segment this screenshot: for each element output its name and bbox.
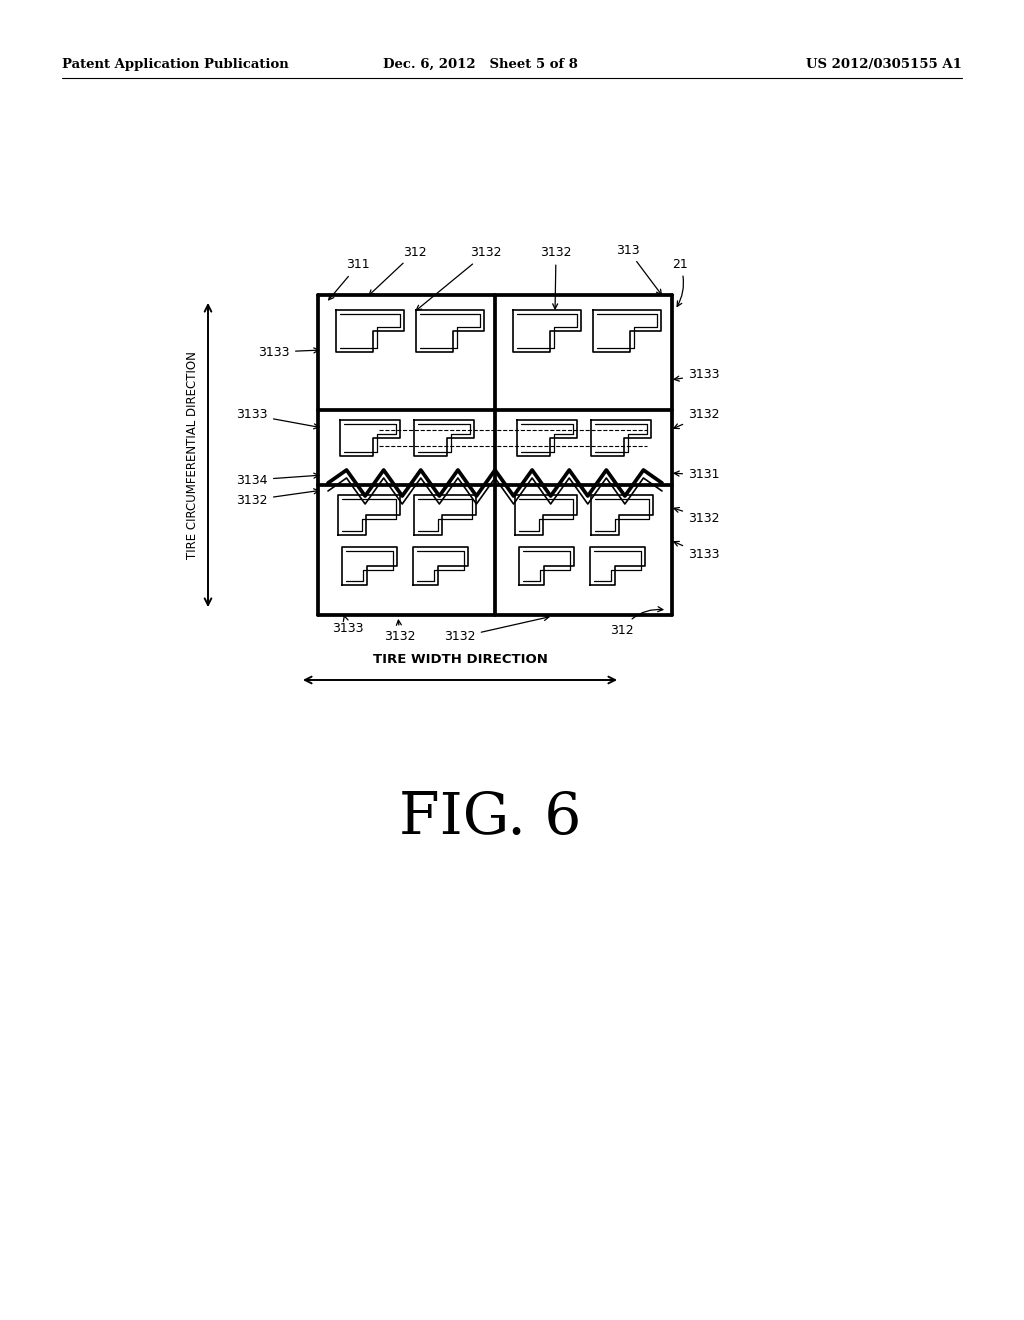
Text: 312: 312 — [610, 607, 663, 636]
Text: 311: 311 — [329, 259, 370, 300]
Text: 3132: 3132 — [674, 408, 720, 429]
Text: US 2012/0305155 A1: US 2012/0305155 A1 — [806, 58, 962, 71]
Text: 3132: 3132 — [541, 247, 571, 309]
Text: 3133: 3133 — [258, 346, 318, 359]
Text: 3133: 3133 — [332, 615, 364, 635]
Text: 3132: 3132 — [237, 488, 318, 507]
Text: 3134: 3134 — [237, 473, 318, 487]
Text: 21: 21 — [672, 257, 688, 306]
Text: FIG. 6: FIG. 6 — [398, 789, 582, 846]
Text: 3131: 3131 — [674, 469, 720, 482]
Text: Dec. 6, 2012   Sheet 5 of 8: Dec. 6, 2012 Sheet 5 of 8 — [383, 58, 578, 71]
Text: 312: 312 — [369, 246, 427, 296]
Text: TIRE WIDTH DIRECTION: TIRE WIDTH DIRECTION — [373, 653, 548, 667]
Text: 3133: 3133 — [237, 408, 318, 429]
Text: 3133: 3133 — [674, 368, 720, 381]
Text: Patent Application Publication: Patent Application Publication — [62, 58, 289, 71]
Text: 3132: 3132 — [674, 507, 720, 524]
Text: 3132: 3132 — [416, 247, 502, 310]
Text: 313: 313 — [616, 243, 662, 294]
Text: 3132: 3132 — [384, 620, 416, 644]
Text: TIRE CIRCUMFERENTIAL DIRECTION: TIRE CIRCUMFERENTIAL DIRECTION — [185, 351, 199, 558]
Text: 3133: 3133 — [674, 541, 720, 561]
Text: 3132: 3132 — [444, 615, 549, 644]
